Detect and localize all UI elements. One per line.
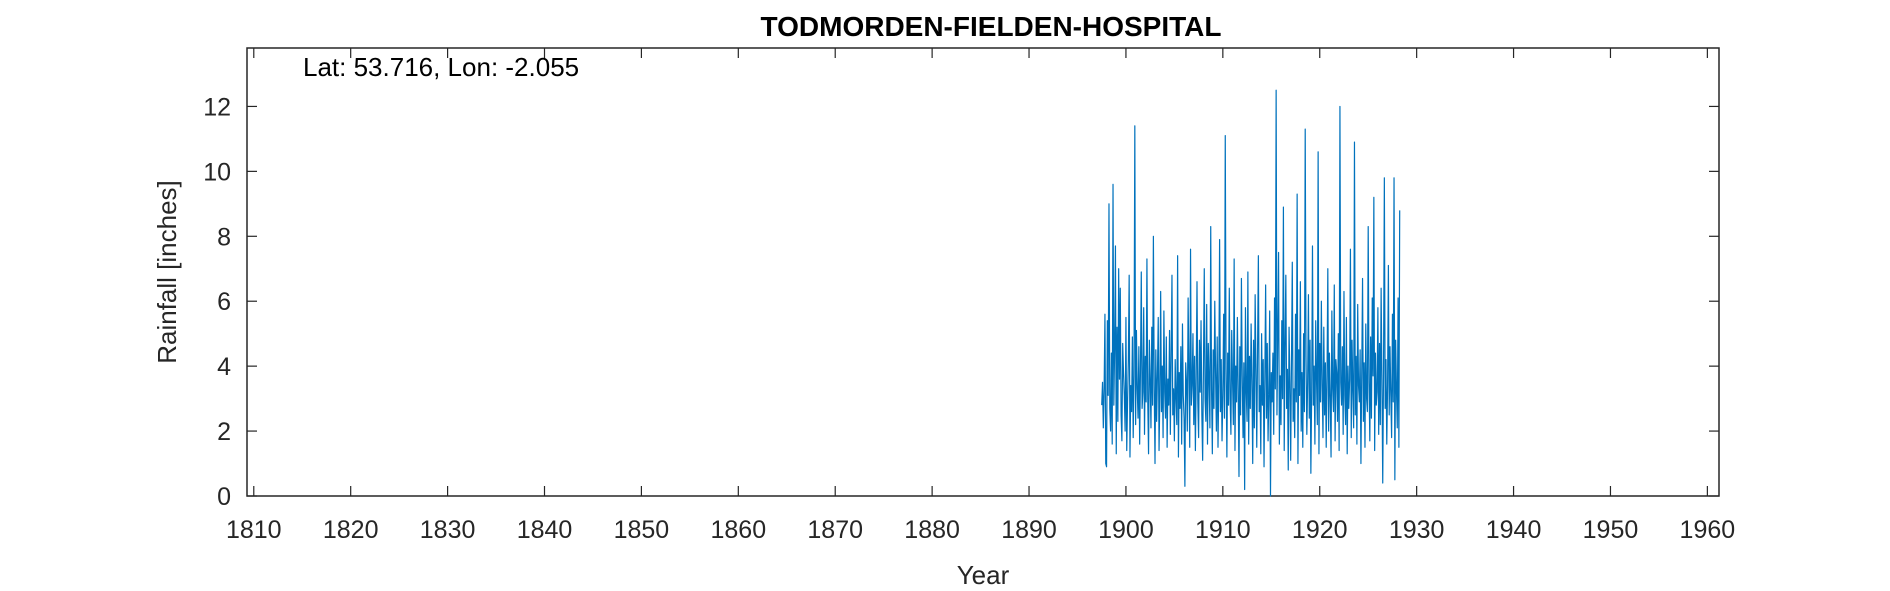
x-axis-ticks: 1810 1820 1830 1840 1850 1860 1870 1880 1890 1900…	[226, 48, 1735, 544]
x-tick-label: 1820	[323, 516, 379, 544]
y-axis-ticks: 0 2 4 6 8 10 12	[203, 93, 1719, 511]
x-tick-label: 1880	[904, 516, 960, 544]
y-tick-label: 10	[203, 158, 231, 186]
x-tick-label: 1830	[420, 516, 476, 544]
x-tick-label: 1950	[1583, 516, 1639, 544]
plot-area-frame	[246, 47, 1720, 497]
lat-lon-annotation: Lat: 53.716, Lon: -2.055	[303, 52, 579, 82]
x-tick-label: 1930	[1389, 516, 1445, 544]
x-axis-label: Year	[957, 560, 1010, 590]
rainfall-series-line	[1101, 89, 1401, 497]
y-axis-label: Rainfall [inches]	[152, 180, 182, 364]
y-tick-label: 4	[217, 353, 231, 381]
y-tick-label: 8	[217, 223, 231, 251]
y-tick-label: 0	[217, 483, 231, 511]
y-tick-label: 6	[217, 288, 231, 316]
y-tick-label: 12	[203, 93, 231, 121]
x-tick-label: 1910	[1195, 516, 1251, 544]
x-tick-label: 1940	[1486, 516, 1542, 544]
x-tick-label: 1870	[807, 516, 863, 544]
y-tick-label: 2	[217, 418, 231, 446]
chart-title: TODMORDEN-FIELDEN-HOSPITAL	[761, 11, 1222, 42]
x-tick-label: 1890	[1001, 516, 1057, 544]
x-tick-label: 1860	[711, 516, 767, 544]
x-tick-label: 1920	[1292, 516, 1348, 544]
x-tick-label: 1900	[1098, 516, 1154, 544]
x-tick-label: 1810	[226, 516, 282, 544]
x-tick-label: 1850	[614, 516, 670, 544]
x-tick-label: 1840	[517, 516, 573, 544]
x-tick-label: 1960	[1680, 516, 1736, 544]
